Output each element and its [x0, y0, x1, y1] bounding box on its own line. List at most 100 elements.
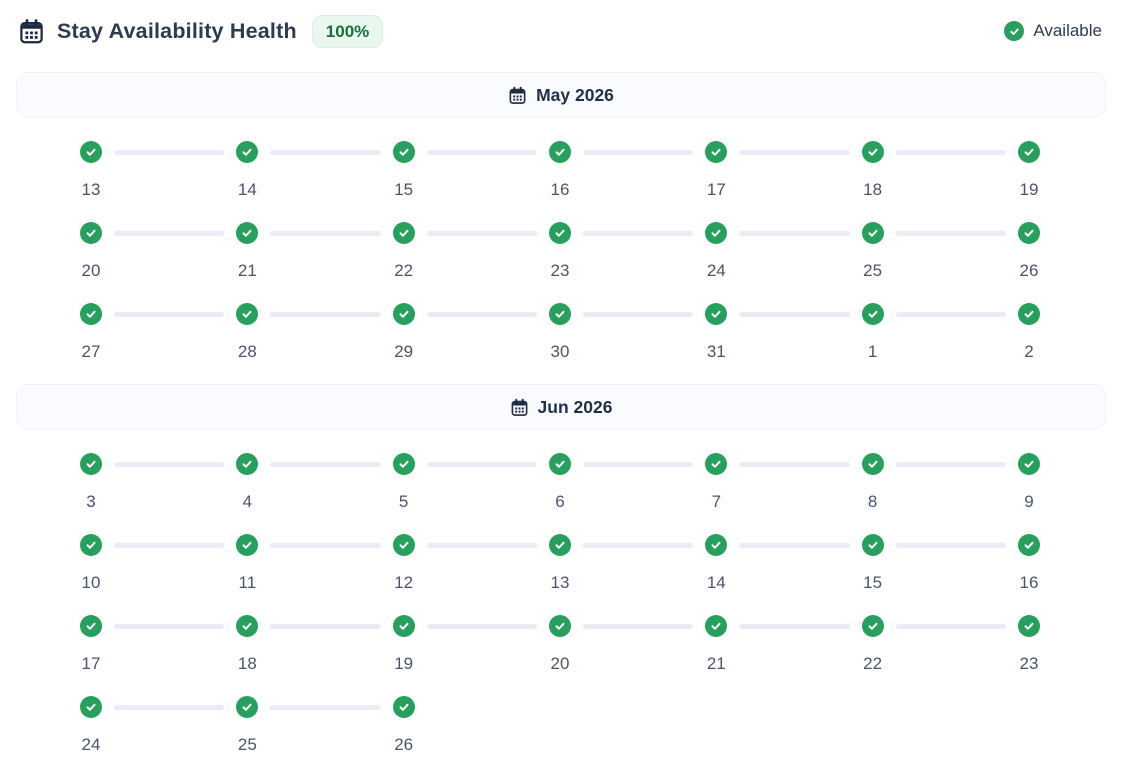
- connector-line: [895, 542, 1006, 548]
- day-cell[interactable]: 19: [1017, 141, 1040, 201]
- day-cell[interactable]: 6: [548, 453, 705, 513]
- available-check-icon: [80, 615, 102, 637]
- day-number: 18: [863, 180, 883, 199]
- day-cell[interactable]: 13: [80, 141, 236, 201]
- day-cell[interactable]: 17: [80, 615, 236, 675]
- day-cell[interactable]: 18: [236, 615, 392, 675]
- day-cell[interactable]: 28: [236, 303, 392, 363]
- connector-line: [270, 623, 381, 629]
- available-check-icon: [1017, 222, 1040, 244]
- connector-line: [426, 311, 537, 317]
- day-cell[interactable]: 23: [548, 222, 705, 282]
- day-cell[interactable]: 20: [548, 615, 705, 675]
- day-cell[interactable]: 14: [705, 534, 861, 594]
- day-cell[interactable]: 5: [392, 453, 549, 513]
- day-number: 21: [706, 654, 726, 673]
- day-number: 18: [237, 654, 257, 673]
- month-header: Jun 2026: [16, 384, 1106, 430]
- available-check-icon: [236, 303, 259, 325]
- month-section: Jun 2026 3 4 5 6 7 8 9 10 11 12 13 14 15 16 17 18 19 20 21 2…: [0, 384, 1122, 756]
- day-number: 20: [550, 654, 570, 673]
- day-number: 17: [81, 654, 101, 673]
- day-cell[interactable]: 26: [1017, 222, 1040, 282]
- day-cell[interactable]: 1: [861, 303, 1018, 363]
- empty-slot: [549, 696, 705, 756]
- available-check-icon: [705, 615, 728, 637]
- available-check-icon: [392, 696, 415, 718]
- availability-legend: Available: [1004, 21, 1102, 41]
- day-cell[interactable]: 18: [861, 141, 1018, 201]
- available-check-icon: [861, 453, 884, 475]
- day-cell[interactable]: 15: [861, 534, 1018, 594]
- connector-line: [270, 704, 381, 710]
- day-cell[interactable]: 22: [392, 222, 549, 282]
- available-check-icon: [236, 222, 259, 244]
- month-label: Jun 2026: [537, 396, 613, 417]
- day-number: 22: [863, 654, 883, 673]
- available-check-icon: [548, 222, 571, 244]
- day-row: 3 4 5 6 7 8 9: [80, 453, 1040, 513]
- day-cell[interactable]: 16: [548, 141, 705, 201]
- empty-slot: [1018, 696, 1040, 756]
- available-check-icon: [705, 303, 728, 325]
- available-check-icon: [705, 222, 728, 244]
- day-cell[interactable]: 2: [1017, 303, 1040, 363]
- day-cell[interactable]: 20: [80, 222, 236, 282]
- day-cell[interactable]: 14: [236, 141, 392, 201]
- available-check-icon: [236, 696, 259, 718]
- day-number: 13: [550, 573, 570, 592]
- day-cell[interactable]: 29: [392, 303, 549, 363]
- available-check-icon: [236, 141, 259, 163]
- day-cell[interactable]: 23: [1017, 615, 1040, 675]
- available-check-icon: [1017, 615, 1040, 637]
- day-cell[interactable]: 11: [236, 534, 392, 594]
- available-check-icon: [548, 303, 571, 325]
- day-cell[interactable]: 7: [705, 453, 861, 513]
- connector-line: [739, 311, 850, 317]
- day-cell[interactable]: 15: [392, 141, 549, 201]
- connector-line: [895, 311, 1006, 317]
- health-percentage-badge: 100%: [311, 14, 384, 48]
- day-cell[interactable]: 3: [80, 453, 236, 513]
- day-cell[interactable]: 19: [392, 615, 549, 675]
- connector-line: [114, 149, 225, 155]
- day-row: 24 25 26: [80, 696, 1040, 756]
- day-row: 10 11 12 13 14 15 16: [80, 534, 1040, 594]
- day-cell[interactable]: 25: [861, 222, 1018, 282]
- day-cell[interactable]: 9: [1017, 453, 1040, 513]
- day-cell[interactable]: 17: [705, 141, 861, 201]
- day-cell[interactable]: 13: [548, 534, 705, 594]
- day-number: 7: [711, 492, 722, 511]
- day-cell[interactable]: 4: [236, 453, 392, 513]
- day-cell[interactable]: 22: [861, 615, 1018, 675]
- day-cell[interactable]: 12: [392, 534, 549, 594]
- day-cell[interactable]: 8: [861, 453, 1018, 513]
- day-number: 27: [81, 342, 101, 361]
- available-check-icon: [861, 534, 884, 556]
- day-cell[interactable]: 21: [705, 615, 861, 675]
- available-check-icon: [392, 534, 415, 556]
- connector-line: [114, 704, 225, 710]
- available-check-icon: [548, 141, 571, 163]
- day-cell[interactable]: 16: [1017, 534, 1040, 594]
- day-cell[interactable]: 24: [705, 222, 861, 282]
- connector-line: [114, 311, 225, 317]
- day-cell[interactable]: 25: [236, 696, 392, 756]
- calendar-icon: [18, 18, 45, 45]
- connector-line: [739, 623, 850, 629]
- connector-line: [426, 623, 537, 629]
- day-cell[interactable]: 31: [705, 303, 861, 363]
- day-number: 11: [238, 573, 257, 592]
- day-number: 31: [706, 342, 726, 361]
- connector-line: [426, 230, 537, 236]
- day-number: 20: [81, 261, 101, 280]
- day-number: 15: [863, 573, 883, 592]
- connector-line: [895, 623, 1006, 629]
- day-cell[interactable]: 26: [392, 696, 549, 756]
- connector-line: [114, 542, 225, 548]
- day-cell[interactable]: 30: [548, 303, 705, 363]
- day-cell[interactable]: 21: [236, 222, 392, 282]
- day-cell[interactable]: 10: [80, 534, 236, 594]
- day-cell[interactable]: 27: [80, 303, 236, 363]
- day-cell[interactable]: 24: [80, 696, 236, 756]
